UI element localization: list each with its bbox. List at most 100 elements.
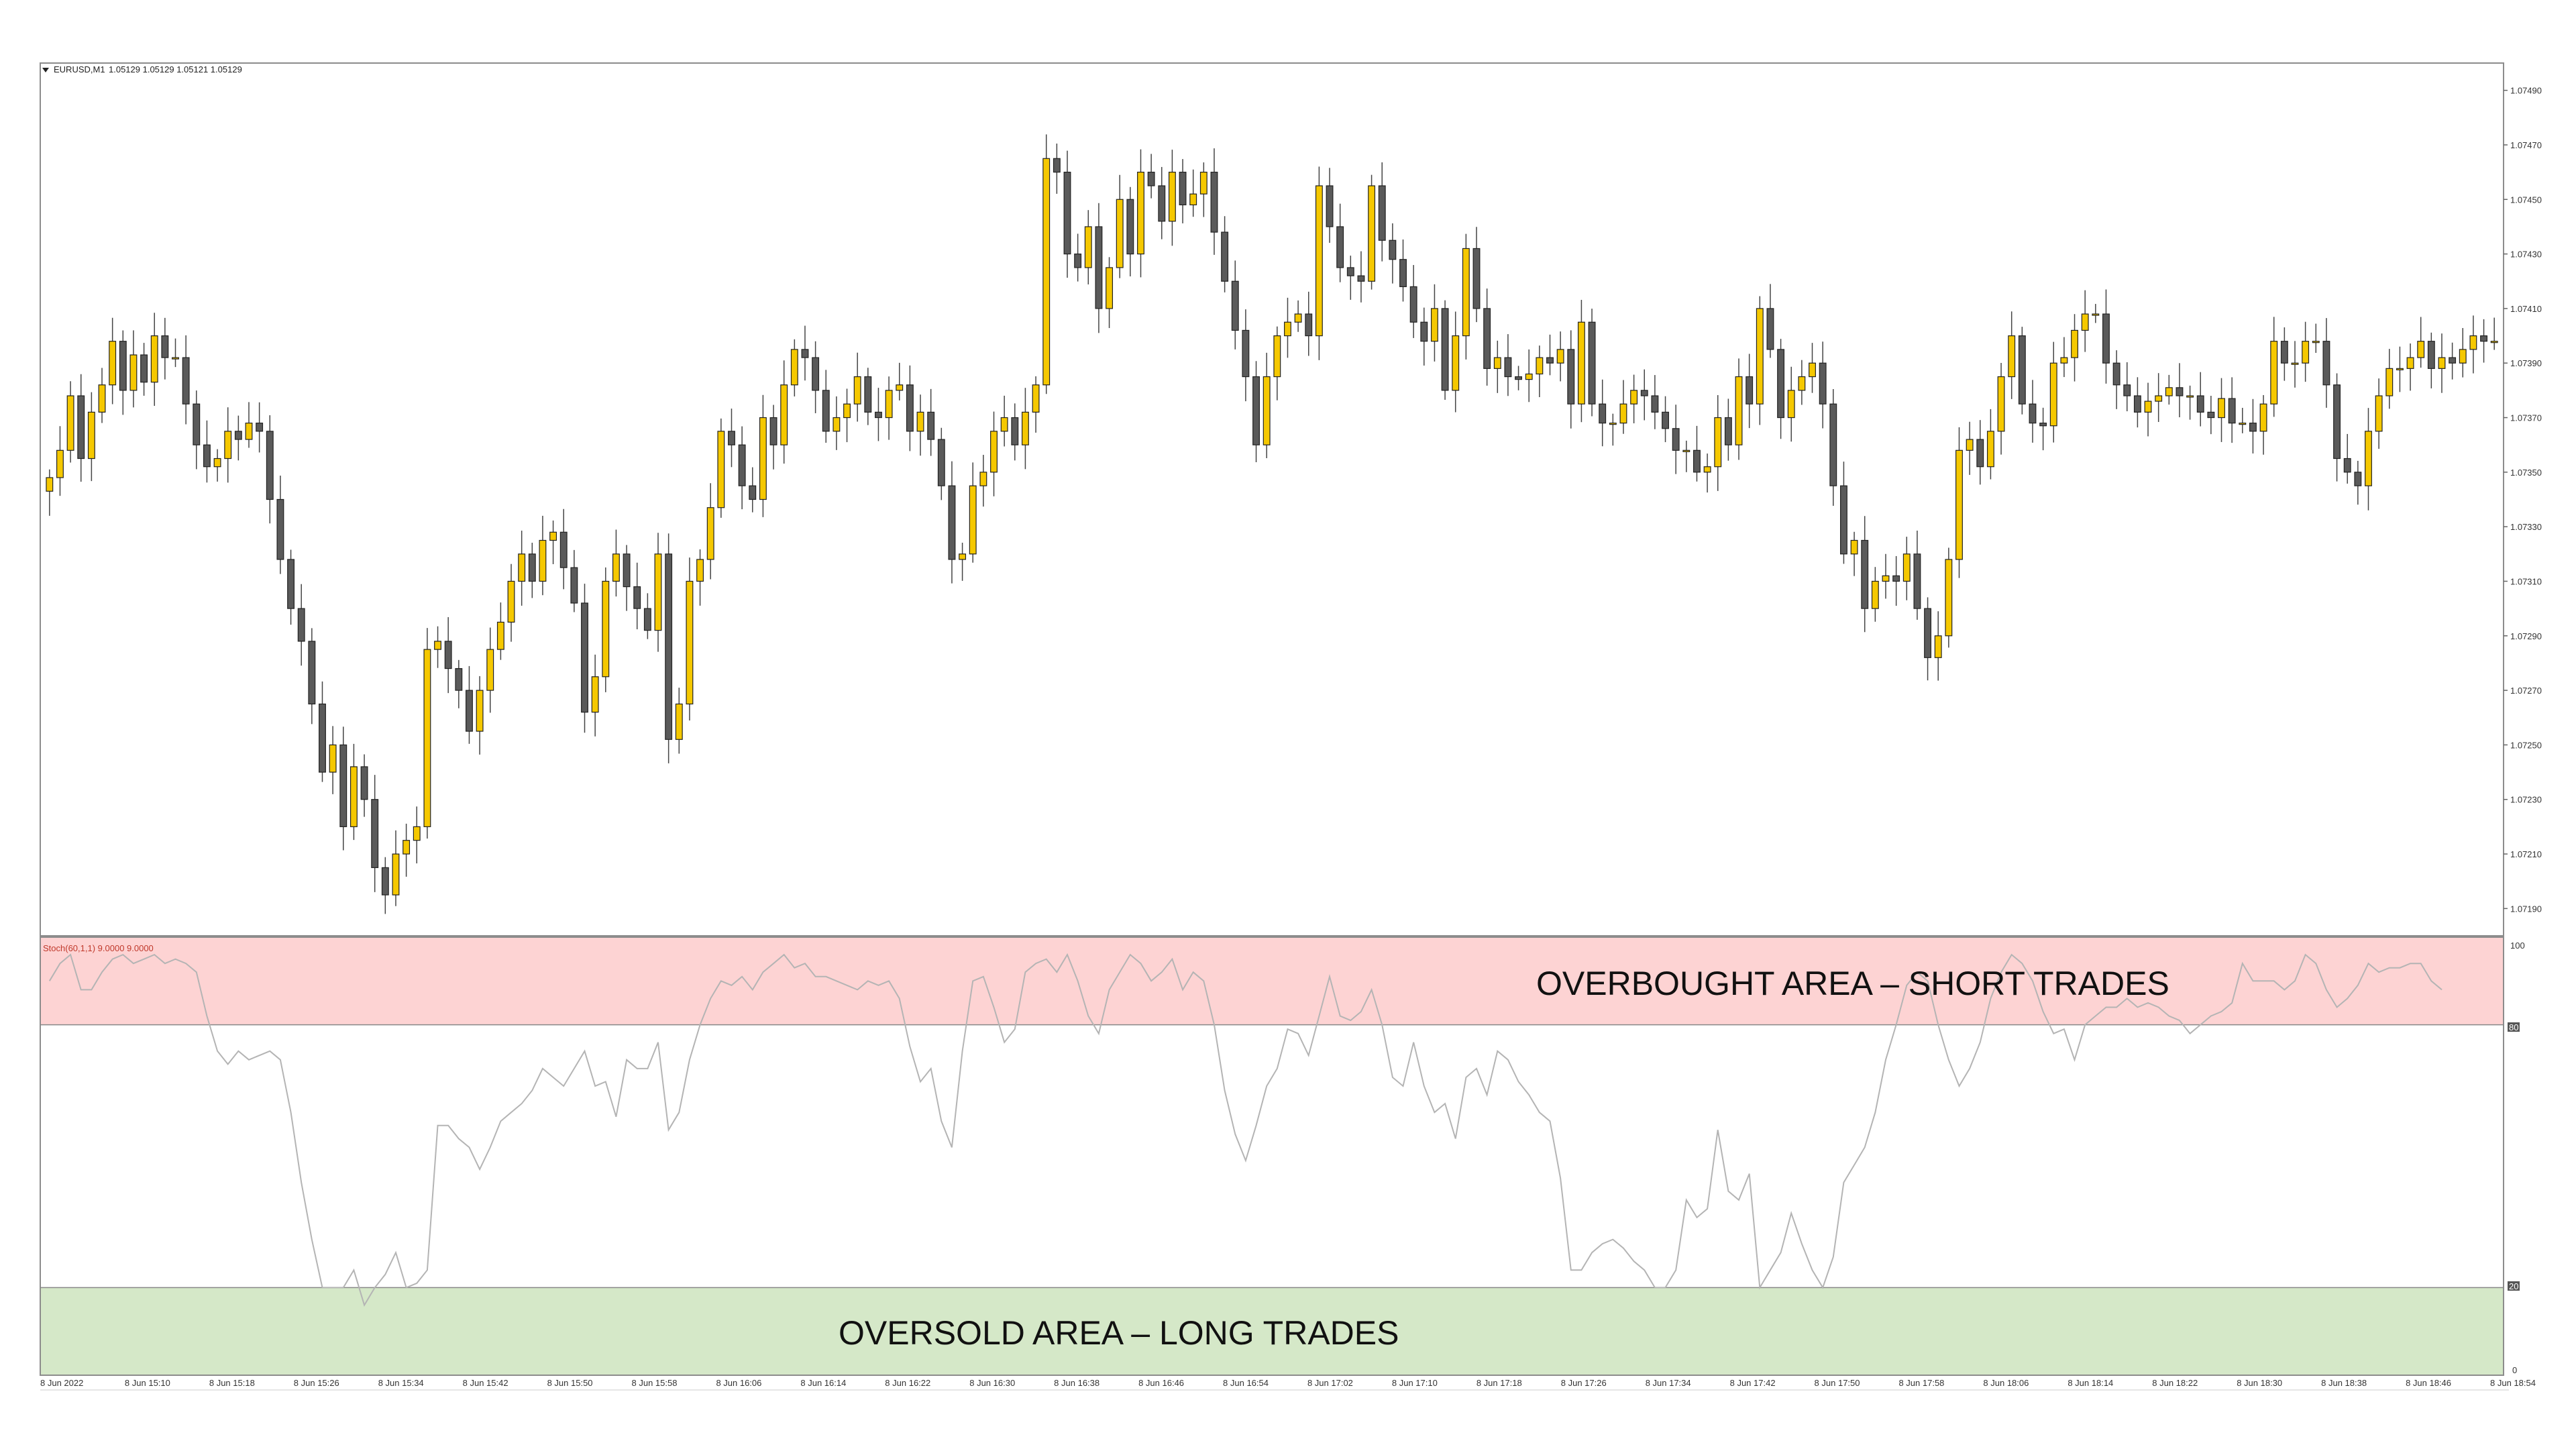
candle-body bbox=[1336, 226, 1344, 268]
time-tick-label: 8 Jun 17:02 bbox=[1307, 1378, 1353, 1388]
price-tick-label: 1.07270 bbox=[2510, 686, 2542, 696]
indicator-axis: 100 80 20 0 bbox=[2508, 941, 2525, 1375]
candle-body bbox=[1746, 376, 1754, 405]
candle-body bbox=[612, 553, 620, 582]
stochastic-group bbox=[48, 953, 2443, 1307]
candle-body bbox=[1420, 321, 1428, 342]
price-tick-label: 1.07250 bbox=[2510, 740, 2542, 750]
candle-body bbox=[213, 458, 221, 468]
candle-body bbox=[161, 335, 169, 358]
ohlc-values: 1.05129 1.05129 1.05121 1.05129 bbox=[109, 64, 242, 74]
candle-body bbox=[916, 411, 924, 432]
candle-body bbox=[1703, 466, 1711, 473]
candle-body bbox=[539, 539, 547, 582]
candle-body bbox=[56, 449, 64, 478]
candle-body bbox=[150, 335, 158, 383]
candle-body bbox=[1231, 280, 1239, 331]
candle-body bbox=[360, 766, 368, 800]
candle-body bbox=[1798, 376, 1806, 391]
candle-body bbox=[843, 403, 851, 419]
stoch-level-marker-20 bbox=[2508, 1281, 2520, 1291]
candle-body bbox=[1263, 376, 1271, 445]
candle-body bbox=[1063, 172, 1071, 255]
candle-body bbox=[1955, 449, 1963, 560]
candle-body bbox=[1819, 362, 1827, 405]
candle-body bbox=[2102, 313, 2110, 364]
candle-body bbox=[790, 349, 798, 386]
candle-body bbox=[2459, 349, 2467, 364]
candle-body bbox=[2029, 403, 2037, 424]
candle-body bbox=[66, 395, 74, 451]
candle-body bbox=[2385, 368, 2394, 396]
candle-body bbox=[1252, 376, 1260, 445]
overbought-zone bbox=[40, 937, 2504, 1025]
candle-body bbox=[77, 395, 85, 460]
candle-body bbox=[319, 703, 326, 773]
candle-body bbox=[287, 559, 295, 609]
candle-body bbox=[1766, 308, 1774, 350]
dropdown-triangle-icon[interactable] bbox=[42, 68, 49, 72]
candle-body bbox=[1640, 390, 1648, 396]
candle-body bbox=[2291, 362, 2299, 365]
candle-body bbox=[1116, 199, 1124, 268]
candle-body bbox=[466, 690, 473, 732]
candle-body bbox=[1577, 321, 1585, 405]
price-tick-label: 1.07490 bbox=[2510, 86, 2542, 96]
candle-body bbox=[1850, 539, 1858, 555]
candle-body bbox=[1599, 403, 1607, 424]
candle-body bbox=[749, 485, 757, 500]
candle-body bbox=[1934, 635, 1942, 658]
candle-body bbox=[885, 390, 893, 419]
candle-body bbox=[570, 567, 578, 604]
candle-body bbox=[2133, 395, 2141, 413]
time-tick-label: 8 Jun 15:58 bbox=[632, 1378, 678, 1388]
time-tick-label: 8 Jun 17:58 bbox=[1898, 1378, 1944, 1388]
candle-body bbox=[780, 384, 788, 445]
candle-body bbox=[1787, 390, 1795, 419]
candle-body bbox=[1809, 362, 1816, 378]
candle-body bbox=[2438, 357, 2446, 369]
candle-body bbox=[276, 498, 284, 560]
candle-body bbox=[381, 867, 389, 896]
candle-body bbox=[581, 602, 588, 713]
candle-body bbox=[1011, 417, 1019, 445]
candle-body bbox=[266, 431, 274, 500]
time-tick-label: 8 Jun 17:26 bbox=[1561, 1378, 1607, 1388]
stoch-tick-20: 20 bbox=[2509, 1281, 2518, 1291]
candle-body bbox=[476, 690, 484, 732]
candle-body bbox=[1525, 373, 1533, 380]
candle-body bbox=[2312, 341, 2320, 343]
oversold-label: OVERSOLD AREA – LONG TRADES bbox=[839, 1314, 1399, 1352]
candle-body bbox=[2239, 423, 2247, 425]
candle-body bbox=[1199, 172, 1208, 195]
candle-body bbox=[1546, 357, 1554, 364]
candle-body bbox=[392, 853, 400, 896]
candle-body bbox=[2280, 341, 2288, 364]
candle-body bbox=[1137, 172, 1144, 255]
candle-body bbox=[759, 417, 767, 500]
candle-body bbox=[1924, 608, 1932, 658]
overbought-label: OVERBOUGHT AREA – SHORT TRADES bbox=[1536, 965, 2169, 1002]
candle-body bbox=[413, 826, 421, 841]
candle-body bbox=[1651, 395, 1659, 413]
candle-body bbox=[959, 553, 967, 560]
candle-body bbox=[2469, 335, 2477, 350]
main-chart-frame bbox=[40, 62, 2504, 936]
stoch-level-marker-80 bbox=[2508, 1022, 2520, 1032]
candle-body bbox=[339, 744, 347, 827]
candle-body bbox=[371, 799, 379, 868]
candle-body bbox=[1368, 185, 1376, 282]
candle-body bbox=[1536, 357, 1544, 375]
candle-body bbox=[2218, 398, 2225, 419]
candle-body bbox=[1305, 313, 1313, 337]
candle-body bbox=[109, 341, 117, 386]
price-tick-label: 1.07430 bbox=[2510, 250, 2542, 260]
candle-body bbox=[2018, 335, 2026, 405]
candle-body bbox=[2176, 387, 2184, 396]
candle-body bbox=[717, 431, 725, 508]
time-tick-label: 8 Jun 17:34 bbox=[1646, 1378, 1691, 1388]
candle-body bbox=[1986, 431, 1994, 468]
candle-body bbox=[1346, 267, 1354, 276]
candle-body bbox=[46, 477, 54, 492]
